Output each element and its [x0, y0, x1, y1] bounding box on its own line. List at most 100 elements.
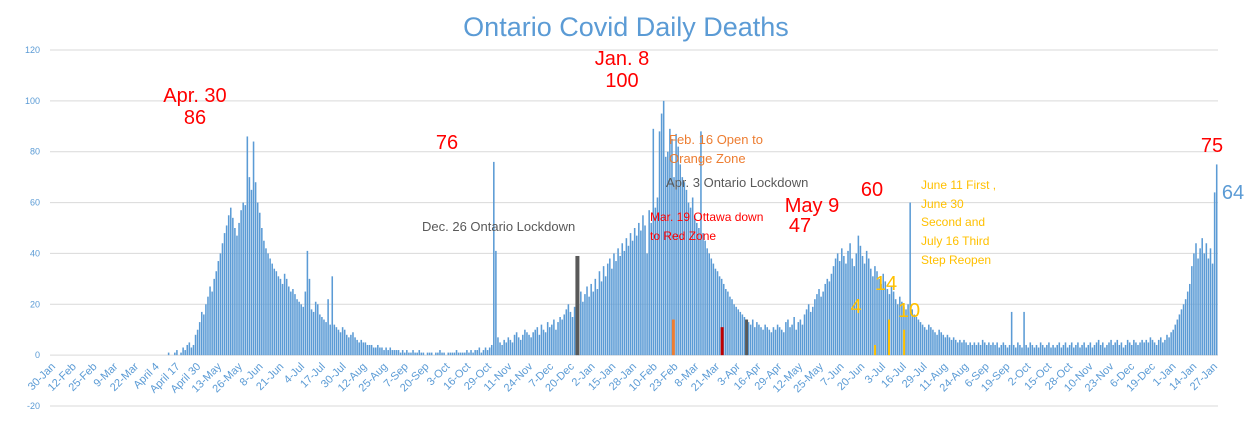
bar: [907, 304, 909, 356]
y-tick-label: 100: [25, 96, 40, 106]
bar: [186, 344, 189, 356]
bar: [677, 146, 679, 356]
bar: [1189, 283, 1191, 356]
bar: [749, 324, 752, 356]
bar: [640, 230, 642, 356]
bar: [832, 266, 835, 356]
bar: [538, 334, 541, 356]
bar: [188, 342, 191, 356]
bar: [729, 296, 731, 356]
bar: [1006, 347, 1009, 356]
bar: [335, 327, 338, 356]
bar: [1097, 339, 1100, 356]
bar: [1178, 314, 1181, 356]
bar: [685, 189, 688, 356]
bar: [553, 319, 555, 356]
bar: [1075, 344, 1077, 356]
bar: [756, 322, 758, 356]
bar: [1124, 344, 1127, 356]
bar: [1147, 342, 1150, 356]
bar: [1141, 339, 1143, 356]
bar: [851, 258, 853, 356]
bar: [323, 319, 325, 356]
bar: [1205, 243, 1208, 356]
bar: [737, 309, 740, 356]
bar: [1172, 329, 1174, 356]
bar: [194, 334, 197, 356]
bar: [1079, 347, 1081, 356]
bar: [430, 352, 433, 356]
bar: [952, 337, 955, 356]
bar: [428, 352, 431, 356]
bar: [207, 296, 209, 356]
bar: [308, 278, 311, 356]
bar: [437, 352, 439, 356]
annotation-label: May 9: [785, 195, 839, 217]
bar: [872, 276, 874, 356]
bar: [490, 344, 493, 356]
bar: [341, 327, 344, 356]
bar: [971, 344, 974, 356]
bar: [1126, 339, 1129, 356]
bar: [383, 350, 385, 356]
bar: [1162, 342, 1164, 356]
bar: [1073, 347, 1075, 356]
bar: [563, 314, 566, 356]
bar: [1000, 344, 1003, 356]
bar: [314, 301, 317, 356]
bar: [234, 228, 236, 356]
bar: [1021, 347, 1023, 356]
bar: [710, 258, 713, 356]
bar: [977, 342, 980, 356]
bar: [1046, 344, 1048, 356]
bar: [1128, 342, 1131, 356]
bar: [814, 299, 816, 356]
annotation-label: July 16 Third: [921, 234, 989, 248]
bar: [354, 337, 356, 356]
bar: [946, 334, 949, 356]
bar: [1004, 344, 1007, 356]
bar: [584, 294, 586, 356]
bar: [350, 334, 352, 356]
bar: [567, 304, 570, 356]
bar: [1012, 344, 1015, 356]
bar: [447, 352, 450, 356]
bar: [824, 283, 826, 356]
bar: [975, 344, 978, 356]
bar: [905, 309, 907, 356]
bar: [290, 291, 292, 356]
bar: [209, 286, 211, 356]
bar: [480, 352, 483, 356]
bar: [345, 334, 348, 356]
bar: [638, 222, 640, 356]
bar: [720, 278, 723, 356]
bar: [285, 278, 288, 356]
bar: [1182, 304, 1185, 356]
bar: [327, 299, 329, 356]
bar: [536, 327, 539, 356]
bar: [853, 266, 855, 356]
bar: [776, 324, 779, 356]
bar: [420, 352, 423, 356]
bar: [867, 258, 870, 356]
bar: [1207, 258, 1210, 356]
bar: [244, 205, 247, 356]
bar: [258, 212, 261, 356]
bar: [967, 344, 969, 356]
bar: [621, 243, 624, 356]
bar: [954, 339, 957, 356]
bar: [714, 268, 717, 356]
bar: [1160, 337, 1162, 356]
bar: [915, 317, 918, 356]
bar: [917, 319, 920, 356]
bar: [631, 240, 634, 356]
bar: [878, 278, 880, 356]
bar: [528, 334, 530, 356]
bar: [540, 324, 543, 356]
bar: [768, 329, 771, 356]
bar: [942, 334, 945, 356]
bar: [435, 352, 437, 356]
bar: [799, 319, 802, 356]
bar: [509, 339, 512, 356]
